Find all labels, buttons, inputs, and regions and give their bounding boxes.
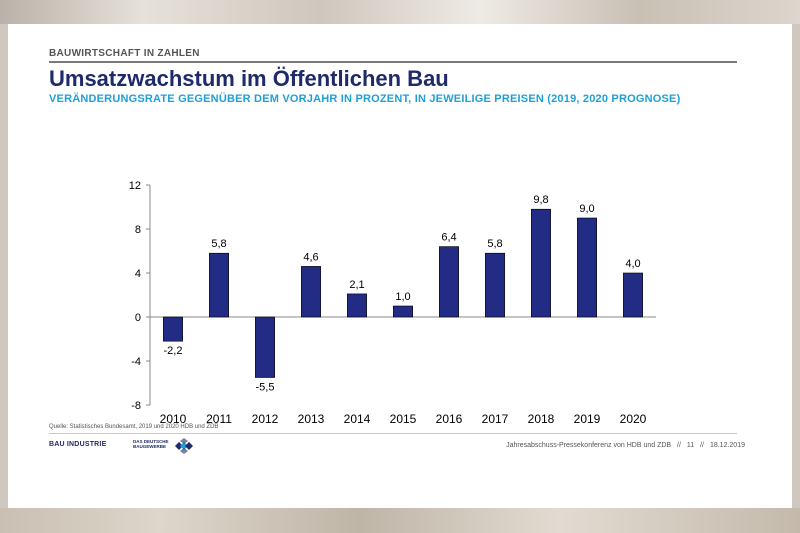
footer-separator: // (700, 442, 704, 449)
y-tick-label: -8 (131, 400, 141, 412)
x-tick-label: 2012 (252, 412, 279, 426)
y-tick-label: -4 (131, 356, 141, 368)
bar-value-label: 5,8 (487, 238, 502, 250)
bar (439, 246, 459, 318)
bauindustrie-logo: BAU INDUSTRIE (49, 441, 107, 448)
header-rule (49, 61, 737, 63)
bar (577, 217, 597, 318)
x-tick-label: 2014 (344, 412, 371, 426)
x-tick-label: 2020 (620, 412, 647, 426)
bar-value-label: 1,0 (395, 291, 410, 303)
footer-date: 18.12.2019 (709, 442, 745, 449)
bar (393, 305, 413, 318)
y-tick-label: 0 (135, 312, 141, 324)
zdb-logo-mark-icon (175, 438, 193, 454)
x-tick-label: 2013 (298, 412, 325, 426)
x-tick-label: 2018 (528, 412, 555, 426)
bar (347, 293, 367, 318)
x-tick-label: 2016 (436, 412, 463, 426)
bar (531, 208, 551, 318)
zdb-logo-text: DAS DEUTSCHE BAUGEWERBE (133, 439, 169, 449)
bar-value-label: 4,0 (625, 258, 640, 270)
x-tick-label: 2015 (390, 412, 417, 426)
y-tick-label: 4 (135, 268, 141, 280)
source-note: Quelle: Statistisches Bundesamt, 2019 un… (49, 424, 219, 430)
footer-rule (49, 433, 737, 434)
x-tick-label: 2011 (206, 412, 232, 426)
bar (485, 252, 505, 318)
bar-value-label: 2,1 (349, 279, 364, 291)
background-photo-top (0, 0, 800, 24)
slide (8, 24, 792, 508)
x-tick-label: 2019 (574, 412, 601, 426)
bar-value-label: 6,4 (441, 232, 456, 244)
bar-value-label: 4,6 (303, 251, 318, 263)
footer-event: Jahresabschuss-Pressekonferenz von HDB u… (506, 442, 672, 449)
slide-title: Umsatzwachstum im Öffentlichen Bau (49, 66, 449, 91)
y-tick-label: 8 (135, 224, 141, 236)
bar (163, 316, 183, 342)
bar (623, 272, 643, 318)
footer-info: Jahresabschuss-Pressekonferenz von HDB u… (502, 442, 745, 449)
background-photo-bottom (0, 508, 800, 533)
bar-value-label: 5,8 (211, 238, 226, 250)
bar-value-label: 9,0 (579, 203, 594, 215)
x-tick-label: 2017 (482, 412, 509, 426)
footer-separator: // (677, 442, 681, 449)
slide-subtitle: VERÄNDERUNGSRATE GEGENÜBER DEM VORJAHR I… (49, 93, 681, 105)
zdb-logo: DAS DEUTSCHE BAUGEWERBE (133, 438, 195, 454)
x-tick-label: 2010 (160, 412, 187, 426)
bar-value-label: 9,8 (533, 194, 548, 206)
bar (209, 252, 229, 318)
bar (301, 266, 321, 318)
bar (255, 316, 275, 378)
bar-value-label: -2,2 (164, 345, 183, 357)
y-tick-label: 12 (129, 180, 141, 192)
section-label: BAUWIRTSCHAFT IN ZAHLEN (49, 48, 200, 59)
footer-page-number: 11 (686, 442, 695, 449)
bar-value-label: -5,5 (256, 382, 275, 394)
